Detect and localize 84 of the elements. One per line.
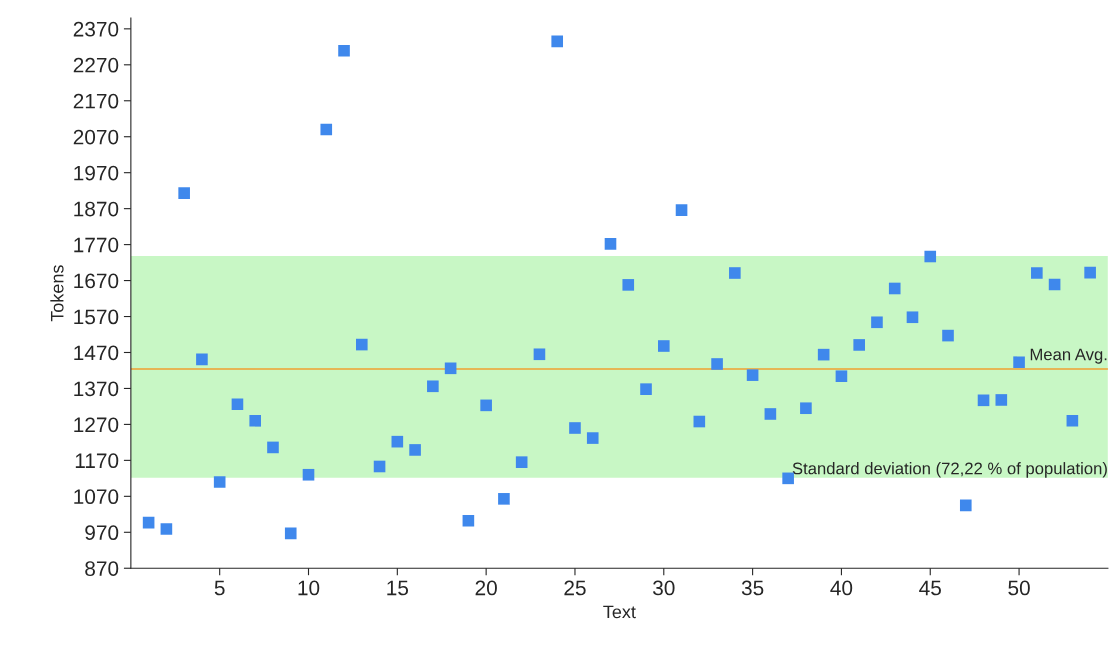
y-axis-title: Tokens: [50, 265, 64, 322]
point: [267, 441, 279, 454]
y-tick-label: 1170: [75, 453, 119, 469]
y-tick-label: 1670: [74, 273, 119, 289]
y-tick-label: 870: [85, 561, 119, 576]
point: [906, 311, 919, 324]
point: [533, 348, 546, 361]
y-tick-label: 1970: [74, 165, 119, 181]
point: [924, 250, 937, 263]
point: [409, 444, 421, 456]
point: [338, 44, 350, 57]
point: [764, 408, 777, 420]
point: [871, 316, 883, 329]
point: [1048, 278, 1061, 291]
point: [995, 394, 1008, 406]
y-tick-label: 2170: [73, 93, 119, 109]
y-tick-label: 1570: [74, 309, 119, 325]
point: [231, 398, 244, 411]
x-tick-label: 5: [214, 580, 225, 596]
point: [142, 516, 155, 529]
y-tick-label: 1370: [74, 381, 119, 397]
y-tick-label: 1770: [74, 237, 119, 253]
point: [853, 339, 865, 351]
x-tick-label: 10: [298, 580, 320, 596]
point: [249, 415, 262, 427]
x-tick-label: 20: [475, 580, 497, 596]
point: [569, 422, 581, 434]
point: [320, 123, 333, 136]
point: [675, 204, 688, 216]
point: [888, 282, 901, 295]
point: [977, 394, 990, 407]
x-tick-label: 30: [653, 580, 675, 596]
y-tick-label: 1270: [74, 417, 119, 433]
ref-line-label: Mean Avg.: [1030, 348, 1107, 364]
point: [782, 472, 794, 485]
point: [462, 514, 475, 527]
point: [1066, 415, 1079, 427]
y-tick-label: 2370: [73, 21, 119, 37]
y-tick-label: 2070: [73, 129, 119, 145]
point: [213, 476, 226, 488]
point: [942, 329, 954, 342]
point: [657, 340, 670, 352]
point: [515, 456, 528, 468]
point: [444, 362, 457, 375]
point: [959, 499, 972, 512]
point: [284, 527, 297, 540]
y-tick-label: 970: [85, 525, 119, 541]
x-tick-label: 35: [741, 580, 764, 596]
y-tick-label: 2270: [73, 57, 119, 73]
point: [427, 380, 439, 393]
point: [178, 187, 190, 199]
y-tick-label: 1870: [74, 201, 119, 217]
point: [693, 415, 706, 428]
point: [302, 468, 315, 481]
x-tick-label: 15: [387, 580, 409, 596]
point: [355, 338, 368, 351]
point: [1084, 266, 1096, 279]
x-tick-label: 25: [564, 580, 586, 596]
point: [729, 267, 741, 279]
point: [604, 238, 617, 250]
point: [498, 493, 510, 505]
point: [835, 370, 848, 383]
point: [551, 35, 564, 48]
point: [1013, 356, 1025, 369]
x-tick-label: 50: [1008, 580, 1030, 596]
point: [160, 523, 173, 535]
point: [746, 369, 759, 381]
point: [622, 279, 635, 291]
point: [640, 383, 652, 395]
point: [817, 348, 830, 361]
band-label: Standard deviation (72,22 % of population): [792, 462, 1107, 478]
x-axis-title: Text: [603, 605, 636, 619]
y-tick-label: 1470: [74, 345, 119, 361]
point: [391, 435, 404, 448]
point: [711, 358, 723, 370]
point: [1031, 267, 1043, 279]
x-tick-label: 45: [919, 580, 941, 596]
y-tick-label: 1070: [74, 489, 119, 505]
point: [800, 402, 812, 415]
point: [586, 432, 599, 444]
point: [480, 399, 492, 412]
x-tick-label: 40: [830, 580, 853, 596]
point: [196, 353, 208, 366]
point: [373, 460, 386, 473]
